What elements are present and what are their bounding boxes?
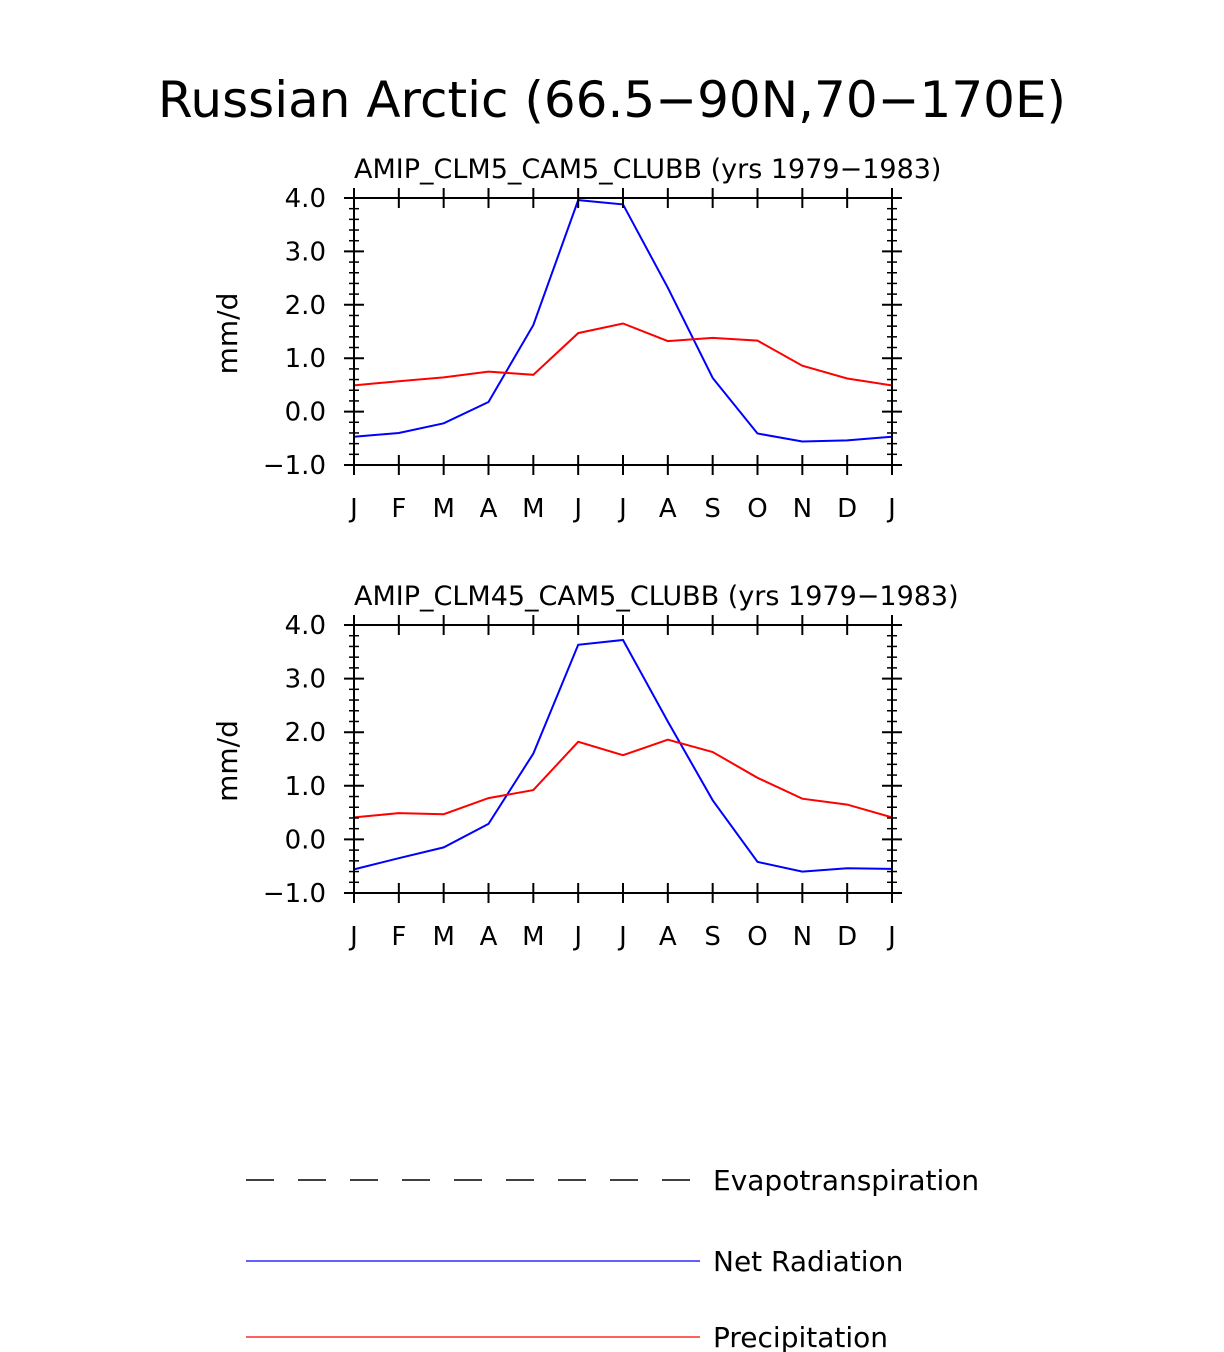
y-tick-label: 0.0 (285, 398, 326, 428)
plot-frame (353, 624, 893, 894)
x-tick-label: M (522, 494, 544, 524)
x-tick-label: F (391, 922, 406, 952)
x-tick-label: J (348, 494, 358, 524)
y-tick-label: 3.0 (285, 237, 326, 267)
x-tick-label: A (659, 922, 677, 952)
y-tick-label: 1.0 (285, 772, 326, 802)
legend-item-precipitation: Precipitation (246, 1321, 888, 1352)
panel-title: AMIP_CLM5_CAM5_CLUBB (yrs 1979−1983) (354, 154, 941, 185)
series-line-net-radiation (353, 638, 893, 873)
y-tick-label: −1.0 (263, 451, 326, 481)
legend-item-net-radiation: Net Radiation (246, 1245, 903, 1278)
x-tick-label: M (432, 494, 454, 524)
panel-title: AMIP_CLM45_CAM5_CLUBB (yrs 1979−1983) (354, 581, 959, 612)
y-axis-label: mm/d (211, 720, 244, 802)
x-tick-label: J (348, 922, 358, 952)
x-tick-label: M (522, 922, 544, 952)
x-tick-label: N (793, 494, 812, 524)
x-tick-label: J (886, 922, 896, 952)
chart-panel-top: AMIP_CLM5_CAM5_CLUBB (yrs 1979−1983) 4.0 3… (211, 154, 941, 524)
y-tick-label: 2.0 (285, 718, 326, 748)
y-tick-label: 4.0 (285, 184, 326, 214)
y-tick-label: 2.0 (285, 291, 326, 321)
series-line-net-radiation (353, 199, 893, 443)
x-tick-label: J (617, 494, 627, 524)
series-line-precipitation (353, 738, 893, 819)
x-tick-label: M (432, 922, 454, 952)
y-tick-label: 1.0 (285, 344, 326, 374)
x-tick-label: J (572, 494, 582, 524)
x-tick-label: A (659, 494, 677, 524)
y-tick-label: −1.0 (263, 879, 326, 909)
y-tick-label: 4.0 (285, 611, 326, 641)
x-tick-label: O (747, 494, 767, 524)
chart-panel-bottom: AMIP_CLM45_CAM5_CLUBB (yrs 1979−1983) 4.0… (211, 581, 959, 952)
legend-label: Net Radiation (713, 1245, 903, 1278)
x-tick-label: N (793, 922, 812, 952)
figure-title: Russian Arctic (66.5−90N,70−170E) (158, 71, 1066, 129)
x-tick-label: F (391, 494, 406, 524)
y-tick-label: 3.0 (285, 665, 326, 695)
x-tick-label: A (480, 922, 498, 952)
legend: Evapotranspiration Net Radiation Precipita… (246, 1164, 979, 1352)
x-tick-label: J (886, 494, 896, 524)
series-line-precipitation (353, 322, 893, 387)
y-axis-label: mm/d (211, 293, 244, 375)
x-tick-label: J (617, 922, 627, 952)
x-tick-label: J (572, 922, 582, 952)
x-tick-label: O (747, 922, 767, 952)
legend-item-evapotranspiration: Evapotranspiration (246, 1164, 979, 1197)
legend-label: Evapotranspiration (713, 1164, 979, 1197)
x-tick-label: S (704, 922, 721, 952)
x-tick-label: S (704, 494, 721, 524)
legend-label: Precipitation (713, 1321, 888, 1352)
x-tick-label: A (480, 494, 498, 524)
x-tick-label: D (837, 922, 857, 952)
y-tick-label: 0.0 (285, 825, 326, 855)
x-tick-label: D (837, 494, 857, 524)
